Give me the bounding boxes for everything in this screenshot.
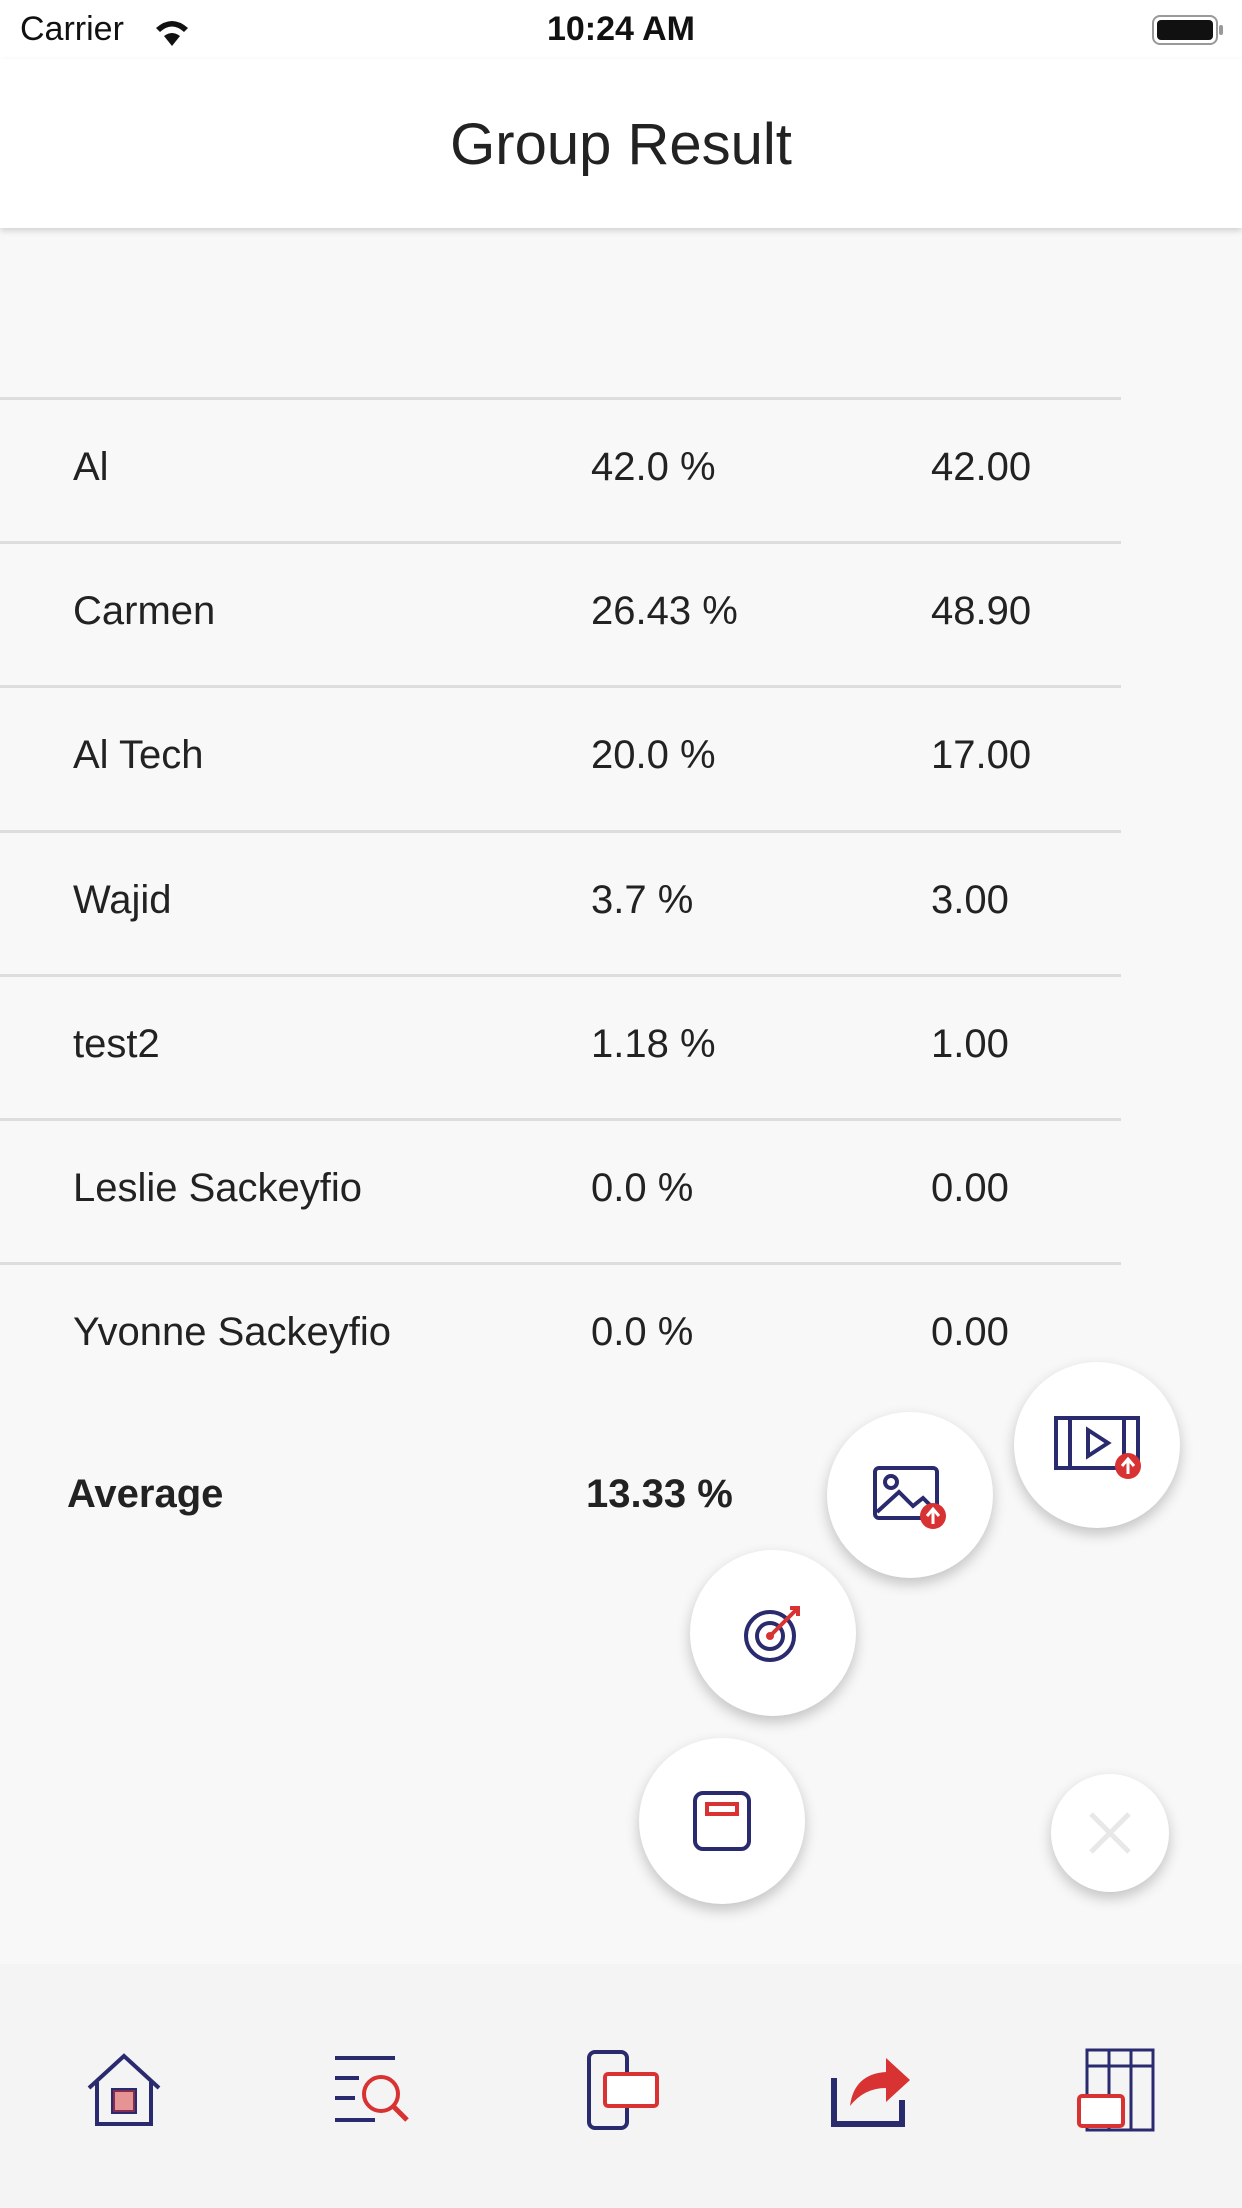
weight-button[interactable]: [639, 1738, 805, 1904]
average-label: Average: [67, 1472, 224, 1516]
battery-icon: [1152, 15, 1223, 45]
report-tab[interactable]: [1073, 2044, 1163, 2134]
member-score: 42.00: [931, 445, 1032, 489]
row-divider: [0, 829, 1121, 833]
member-percent: 1.18 %: [591, 1021, 716, 1066]
member-score: 0.00: [931, 1310, 1009, 1355]
member-name: Carmen: [73, 589, 216, 634]
clock: 10:24 AM: [546, 10, 696, 48]
member-percent: 42.0 %: [591, 445, 716, 489]
member-percent: 3.7 %: [591, 877, 694, 922]
wifi-icon: [156, 21, 188, 46]
member-score: 0.00: [931, 1166, 1009, 1210]
home-tab[interactable]: [79, 2044, 169, 2134]
row-divider: [0, 1118, 1121, 1121]
app-header: Group Result: [0, 59, 1242, 228]
member-name: Al: [73, 445, 109, 489]
member-percent: 20.0 %: [591, 733, 716, 778]
status-bar: Carrier 10:24 AM: [0, 0, 1242, 59]
member-score: 3.00: [931, 877, 1009, 922]
pay-tab[interactable]: [575, 2044, 665, 2134]
upload-image-button[interactable]: [827, 1412, 993, 1578]
carrier: Carrier: [20, 10, 124, 48]
member-percent: 0.0 %: [591, 1310, 694, 1355]
member-name: Leslie Sackeyfio: [73, 1166, 363, 1210]
row-divider: [0, 685, 1121, 689]
member-score: 1.00: [931, 1021, 1009, 1066]
row-divider: [0, 1262, 1121, 1266]
member-name: Al Tech: [73, 733, 204, 778]
average-percent: 13.33 %: [586, 1472, 733, 1516]
page-title: Group Result: [450, 112, 792, 177]
row-divider: [0, 397, 1121, 400]
goal-button[interactable]: [690, 1550, 856, 1716]
search-tab[interactable]: [325, 2044, 415, 2134]
row-divider: [0, 541, 1121, 545]
member-name: test2: [73, 1021, 160, 1066]
member-score: 48.90: [931, 589, 1032, 634]
upload-video-button[interactable]: [1014, 1362, 1180, 1528]
member-name: Yvonne Sackeyfio: [73, 1310, 391, 1355]
share-tab[interactable]: [824, 2044, 914, 2134]
close-button[interactable]: [1051, 1774, 1169, 1892]
member-percent: 26.43 %: [591, 589, 738, 634]
member-percent: 0.0 %: [591, 1166, 694, 1210]
member-score: 17.00: [931, 733, 1032, 778]
row-divider: [0, 973, 1121, 977]
bottom-nav: [0, 1964, 1242, 2208]
member-name: Wajid: [73, 877, 172, 922]
